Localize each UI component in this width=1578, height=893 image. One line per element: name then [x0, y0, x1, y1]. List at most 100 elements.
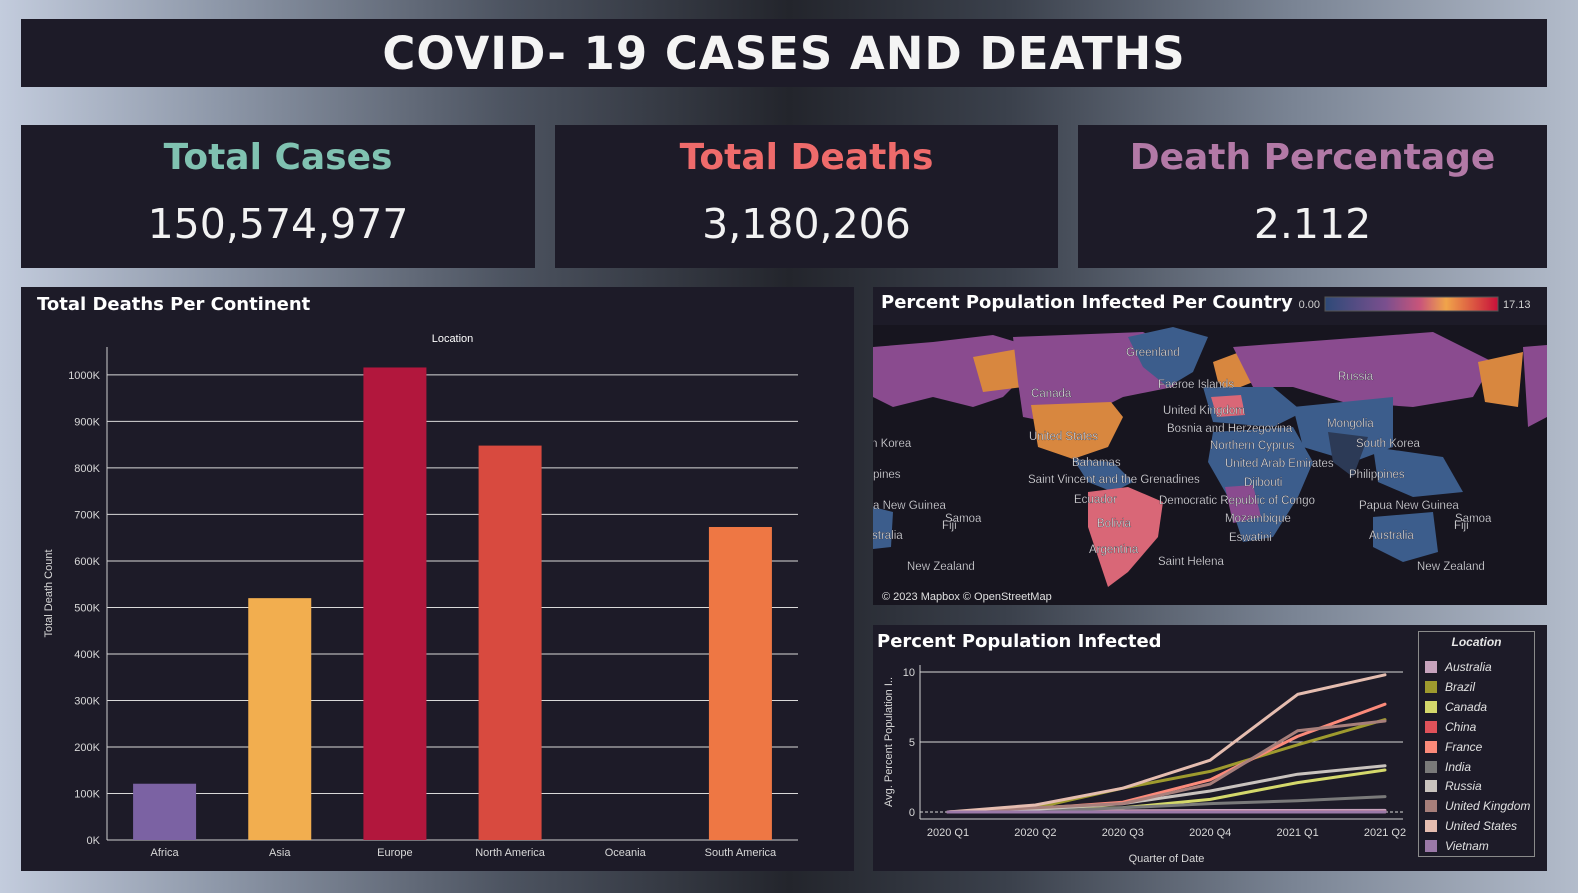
legend-item[interactable]: India [1425, 759, 1471, 775]
country-label: Bolivia [1097, 518, 1131, 530]
country-label: Australia [1369, 530, 1414, 542]
kpi-total-cases[interactable]: Total Cases 150,574,977 [21, 125, 535, 268]
landmass-central-africa [1225, 485, 1261, 523]
legend-item[interactable]: Canada [1425, 699, 1487, 715]
legend-label: France [1445, 739, 1483, 754]
y-tick-label: 10 [903, 667, 915, 679]
country-label: New Zealand [907, 561, 975, 573]
x-tick-label: 2021 Q1 [1276, 827, 1318, 839]
country-label: Bosnia and Herzegovina [1167, 423, 1293, 435]
landmass-australia [1373, 512, 1438, 562]
series-line-united-kingdom [946, 719, 1387, 814]
landmass-asia [1293, 397, 1393, 462]
country-label: New Zealand [1417, 561, 1485, 573]
legend-swatch [1425, 700, 1437, 713]
y-axis-title: Avg. Percent Population I.. [883, 677, 895, 807]
country-label: Saint Vincent and the Grenadines [1028, 474, 1200, 486]
legend-item[interactable]: Australia [1425, 659, 1492, 675]
scale-max-label: 17.13 [1503, 299, 1531, 311]
bar-africa [133, 783, 197, 840]
infected-trend-panel: Percent Population Infected 0 5 10 2020 Q1 2… [873, 625, 1547, 871]
x-tick-label: 2020 Q2 [1014, 827, 1056, 839]
country-label: Samoa [945, 513, 982, 525]
legend-swatch [1425, 820, 1437, 833]
x-tick-label: 2020 Q3 [1102, 827, 1144, 839]
line-chart[interactable]: 0 5 10 2020 Q1 2020 Q2 2020 Q3 2020 Q4 2021 Q1 2… [873, 625, 1418, 871]
legend-label: India [1445, 759, 1472, 774]
landmass-alaska-east [1478, 352, 1523, 407]
country-label: United Arab Emirates [1225, 458, 1334, 470]
y-tick-label: 100K [74, 788, 100, 800]
legend-item[interactable]: Brazil [1425, 679, 1475, 695]
world-map[interactable]: 0.00 17.13 Greenland Faeroe Islands Canada… [873, 287, 1547, 605]
bar-south-america [708, 526, 772, 840]
deaths-per-continent-panel: Total Deaths Per Continent Location 0K 100… [21, 287, 854, 871]
country-label: United States [1029, 431, 1098, 443]
legend-item[interactable]: Russia [1425, 778, 1482, 794]
series-line-united-states [946, 673, 1387, 814]
y-tick-label: 700K [74, 509, 100, 521]
country-label: Canada [1031, 388, 1072, 400]
kpi-death-percentage-value: 2.112 [1253, 200, 1372, 248]
country-label: pines [873, 469, 901, 481]
line-legend: Location Australia Brazil Canada China Franc… [1418, 631, 1535, 857]
country-label: Mozambique [1225, 513, 1291, 525]
dashboard-header: COVID- 19 CASES AND DEATHS [21, 19, 1547, 87]
landmass-australia-west [873, 507, 893, 549]
country-label: stralia [873, 530, 903, 542]
legend-item[interactable]: France [1425, 739, 1482, 755]
bar-chart-header: Location [432, 333, 474, 345]
legend-item[interactable]: United States [1425, 818, 1517, 834]
legend-label: Canada [1445, 699, 1488, 714]
country-label: Samoa [1455, 513, 1492, 525]
y-tick-label: 600K [74, 556, 100, 568]
country-label: Papua New Guinea [1359, 500, 1459, 512]
bar-north-america [478, 445, 542, 840]
country-label: Ecuador [1074, 494, 1117, 506]
bar-europe [363, 367, 427, 840]
color-scale-bar [1324, 296, 1499, 312]
infection-map-panel[interactable]: 0.00 17.13 Greenland Faeroe Islands Canada… [873, 287, 1547, 605]
kpi-death-percentage-label: Death Percentage [1129, 137, 1496, 178]
bar-chart-title: Total Deaths Per Continent [37, 294, 311, 315]
landmass-southeast-asia [1373, 447, 1463, 497]
country-labels: Greenland Faeroe Islands Canada Russia Unite… [873, 347, 1492, 573]
country-label: a New Guinea [873, 500, 946, 512]
legend-label: China [1445, 719, 1477, 734]
y-tick-label: 200K [74, 742, 100, 754]
y-tick-label: 5 [909, 737, 915, 749]
x-tick-label: 2021 Q2 [1364, 827, 1406, 839]
map-title: Percent Population Infected Per Country [881, 292, 1293, 313]
y-tick-label: 400K [74, 649, 100, 661]
x-tick-label: South America [705, 847, 777, 859]
country-label: Fiji [1454, 520, 1469, 532]
legend-swatch [1425, 780, 1437, 793]
legend-swatch [1425, 760, 1437, 773]
landmass-united-states [1031, 402, 1123, 459]
kpi-death-percentage[interactable]: Death Percentage 2.112 [1078, 125, 1547, 268]
kpi-total-cases-value: 150,574,977 [147, 200, 409, 248]
x-tick-label: Europe [377, 847, 412, 859]
legend-label: Australia [1445, 660, 1492, 674]
x-tick-label: North America [475, 847, 546, 859]
legend-item[interactable]: China [1425, 719, 1476, 735]
landmass-central-america [1073, 459, 1133, 492]
country-label: Argentina [1089, 544, 1139, 556]
legend-item[interactable]: United Kingdom [1425, 798, 1530, 814]
country-label: n Korea [873, 438, 912, 450]
country-label: Fiji [942, 520, 957, 532]
bar-chart[interactable]: Location 0K 100K 200K 300K 400K 500K 600K 700K 80… [21, 287, 854, 871]
landmass-uk-region [1211, 395, 1245, 417]
x-tick-label: 2020 Q4 [1189, 827, 1231, 839]
country-label: South Korea [1356, 438, 1421, 450]
legend-swatch [1425, 680, 1437, 693]
x-tick-label: Asia [269, 847, 291, 859]
country-label: Democratic Republic of Congo [1159, 495, 1315, 507]
kpi-total-deaths[interactable]: Total Deaths 3,180,206 [555, 125, 1058, 268]
map-landmasses [873, 327, 1547, 587]
x-tick-label: 2020 Q1 [927, 827, 969, 839]
y-tick-label: 500K [74, 602, 100, 614]
legend-item[interactable]: Vietnam [1425, 838, 1489, 854]
country-label: Greenland [1126, 347, 1180, 359]
bar-asia [248, 598, 312, 840]
